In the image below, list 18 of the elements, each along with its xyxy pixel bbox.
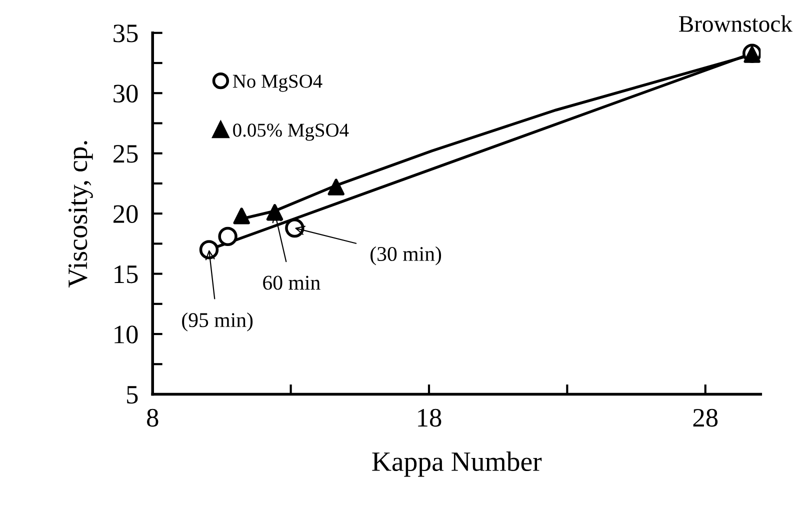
x-tick-label: 8: [147, 408, 158, 427]
annotation: Brownstock: [679, 15, 792, 32]
annotation: (30 min): [370, 246, 442, 266]
y-tick-label: 20: [113, 205, 138, 223]
y-tick-label: 25: [113, 145, 138, 163]
x-axis-title: Kappa Number: [372, 452, 542, 477]
x-tick-label: 28: [693, 408, 718, 427]
legend-label: No MgSO4: [232, 74, 322, 92]
annotation: 60 min: [263, 276, 320, 290]
y-tick-label: 30: [114, 84, 138, 103]
y-tick-label: 35: [114, 24, 138, 42]
y-axis-title: Viscosity, cp.: [68, 141, 93, 288]
y-tick-label: 5: [127, 386, 138, 404]
x-tick-label: 18: [418, 408, 442, 427]
y-tick-label: 10: [114, 326, 138, 344]
y-tick-label: 15: [114, 266, 138, 284]
legend-label: 0.05% MgSO4: [233, 124, 349, 141]
annotation: (95 min): [182, 312, 253, 332]
